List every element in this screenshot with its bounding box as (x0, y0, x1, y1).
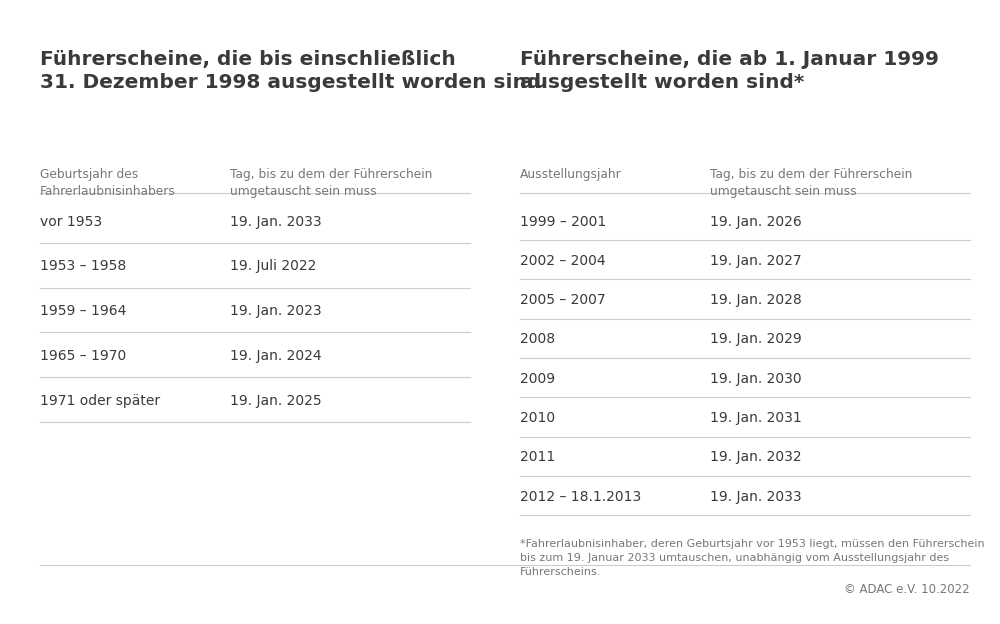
Text: 2011: 2011 (520, 451, 555, 464)
Text: Tag, bis zu dem der Führerschein
umgetauscht sein muss: Tag, bis zu dem der Führerschein umgetau… (710, 168, 912, 198)
Text: 19. Jan. 2029: 19. Jan. 2029 (710, 333, 802, 346)
Text: Führerscheine, die ab 1. Januar 1999
ausgestellt worden sind*: Führerscheine, die ab 1. Januar 1999 aus… (520, 50, 939, 92)
Text: 1971 oder später: 1971 oder später (40, 394, 160, 408)
Text: 2012 – 18.1.2013: 2012 – 18.1.2013 (520, 490, 641, 504)
Text: 2002 – 2004: 2002 – 2004 (520, 254, 606, 268)
Text: 19. Jan. 2033: 19. Jan. 2033 (710, 490, 802, 504)
Text: 2010: 2010 (520, 411, 555, 425)
Text: 1999 – 2001: 1999 – 2001 (520, 215, 606, 228)
Text: 19. Jan. 2027: 19. Jan. 2027 (710, 254, 802, 268)
Text: 19. Jan. 2033: 19. Jan. 2033 (230, 215, 322, 228)
Text: *Fahrerlaubnisinhaber, deren Geburtsjahr vor 1953 liegt, müssen den Führerschein: *Fahrerlaubnisinhaber, deren Geburtsjahr… (520, 539, 985, 577)
Text: 19. Jan. 2026: 19. Jan. 2026 (710, 215, 802, 228)
Text: 1965 – 1970: 1965 – 1970 (40, 349, 126, 363)
Text: 2008: 2008 (520, 333, 555, 346)
Text: 1959 – 1964: 1959 – 1964 (40, 305, 126, 318)
Text: Führerscheine, die bis einschließlich
31. Dezember 1998 ausgestellt worden sind: Führerscheine, die bis einschließlich 31… (40, 50, 541, 92)
Text: 19. Juli 2022: 19. Juli 2022 (230, 260, 316, 273)
Text: 1953 – 1958: 1953 – 1958 (40, 260, 126, 273)
Text: © ADAC e.V. 10.2022: © ADAC e.V. 10.2022 (844, 583, 970, 596)
Text: 19. Jan. 2024: 19. Jan. 2024 (230, 349, 322, 363)
Text: Geburtsjahr des
Fahrerlaubnisinhabers: Geburtsjahr des Fahrerlaubnisinhabers (40, 168, 176, 198)
Text: 19. Jan. 2025: 19. Jan. 2025 (230, 394, 322, 408)
Text: 2009: 2009 (520, 372, 555, 386)
Text: Tag, bis zu dem der Führerschein
umgetauscht sein muss: Tag, bis zu dem der Führerschein umgetau… (230, 168, 432, 198)
Text: 19. Jan. 2023: 19. Jan. 2023 (230, 305, 322, 318)
Text: 19. Jan. 2030: 19. Jan. 2030 (710, 372, 802, 386)
Text: Ausstellungsjahr: Ausstellungsjahr (520, 168, 622, 182)
Text: 19. Jan. 2028: 19. Jan. 2028 (710, 293, 802, 307)
Text: 19. Jan. 2032: 19. Jan. 2032 (710, 451, 802, 464)
Text: vor 1953: vor 1953 (40, 215, 102, 228)
Text: 2005 – 2007: 2005 – 2007 (520, 293, 606, 307)
Text: 19. Jan. 2031: 19. Jan. 2031 (710, 411, 802, 425)
